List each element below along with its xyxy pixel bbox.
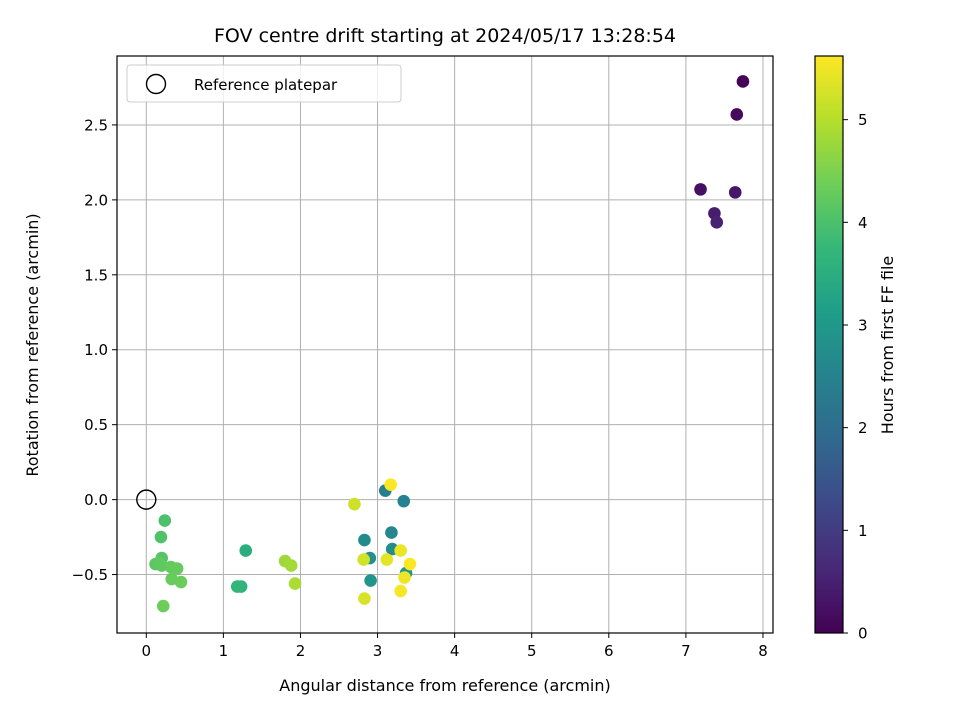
y-tick-label: −0.5: [72, 566, 108, 584]
data-point: [730, 108, 744, 121]
colorbar-tick-label: 4: [858, 214, 868, 232]
data-point: [174, 575, 188, 589]
data-point: [394, 584, 407, 598]
data-point: [357, 553, 370, 566]
x-tick-label: 4: [450, 642, 460, 660]
colorbar-label: Hours from first FF file: [878, 256, 897, 435]
data-point: [156, 599, 170, 613]
x-axis-label: Angular distance from reference (arcmin): [279, 676, 610, 695]
y-tick-label: 1.0: [84, 341, 108, 359]
colorbar-ticks: 0 1 2 3 4 5: [843, 111, 868, 643]
x-axis-ticks: 0 1 2 3 4 5 6 7 8: [142, 633, 768, 660]
x-tick-label: 8: [758, 642, 768, 660]
y-tick-label: 0.5: [84, 416, 108, 434]
data-point: [364, 574, 377, 587]
data-point: [397, 494, 411, 508]
data-point: [398, 571, 411, 584]
x-tick-label: 6: [604, 642, 614, 660]
data-point: [358, 533, 371, 547]
colorbar: 0 1 2 3 4 5 Hours from first FF file: [814, 55, 897, 643]
data-point: [230, 580, 244, 593]
data-point: [288, 577, 302, 590]
colorbar-tick-label: 0: [858, 625, 868, 643]
y-axis-label: Rotation from reference (arcmin): [23, 213, 42, 476]
y-tick-label: 0.0: [84, 491, 108, 509]
x-tick-label: 0: [142, 642, 152, 660]
y-tick-label: 2.5: [84, 116, 108, 134]
reference-marker-layer: [136, 489, 157, 510]
x-tick-label: 3: [373, 642, 383, 660]
grid: [117, 56, 773, 633]
data-point: [736, 75, 750, 88]
y-tick-label: 1.5: [84, 266, 108, 284]
y-axis-ticks: −0.5 0.0 0.5 1.0 1.5 2.0 2.5: [72, 116, 117, 584]
legend-label-reference-platepar: Reference platepar: [194, 76, 338, 94]
scatter-points: [149, 75, 750, 613]
data-point: [384, 478, 397, 491]
plot-area-frame: [116, 55, 774, 634]
data-point: [155, 559, 169, 572]
data-point: [728, 186, 742, 199]
legend-box: [126, 64, 402, 103]
data-point: [154, 530, 168, 544]
data-point: [284, 559, 298, 572]
data-point: [385, 526, 398, 539]
data-point: [710, 216, 724, 229]
data-point: [348, 497, 361, 511]
chart-title: FOV centre drift starting at 2024/05/17 …: [214, 25, 676, 47]
colorbar-tick-label: 1: [858, 522, 868, 540]
legend-reference-marker: [145, 73, 167, 95]
x-tick-label: 7: [681, 642, 691, 660]
data-point: [380, 553, 394, 566]
data-point: [694, 183, 707, 196]
colorbar-tick-label: 2: [858, 419, 868, 437]
data-point: [239, 544, 253, 557]
x-tick-label: 2: [296, 642, 306, 660]
reference-platepar-marker: [136, 489, 157, 510]
data-point: [394, 544, 407, 557]
colorbar-tick-label: 3: [858, 316, 868, 334]
data-point: [358, 592, 371, 605]
data-point: [403, 557, 417, 571]
colorbar-tick-label: 5: [858, 111, 868, 129]
colorbar-gradient: [815, 56, 843, 633]
legend: Reference platepar: [126, 64, 402, 103]
x-tick-label: 1: [219, 642, 229, 660]
x-tick-label: 5: [527, 642, 537, 660]
y-tick-label: 2.0: [84, 191, 108, 209]
colorbar-frame: [814, 55, 844, 634]
data-point: [158, 514, 172, 527]
data-point: [170, 562, 184, 575]
